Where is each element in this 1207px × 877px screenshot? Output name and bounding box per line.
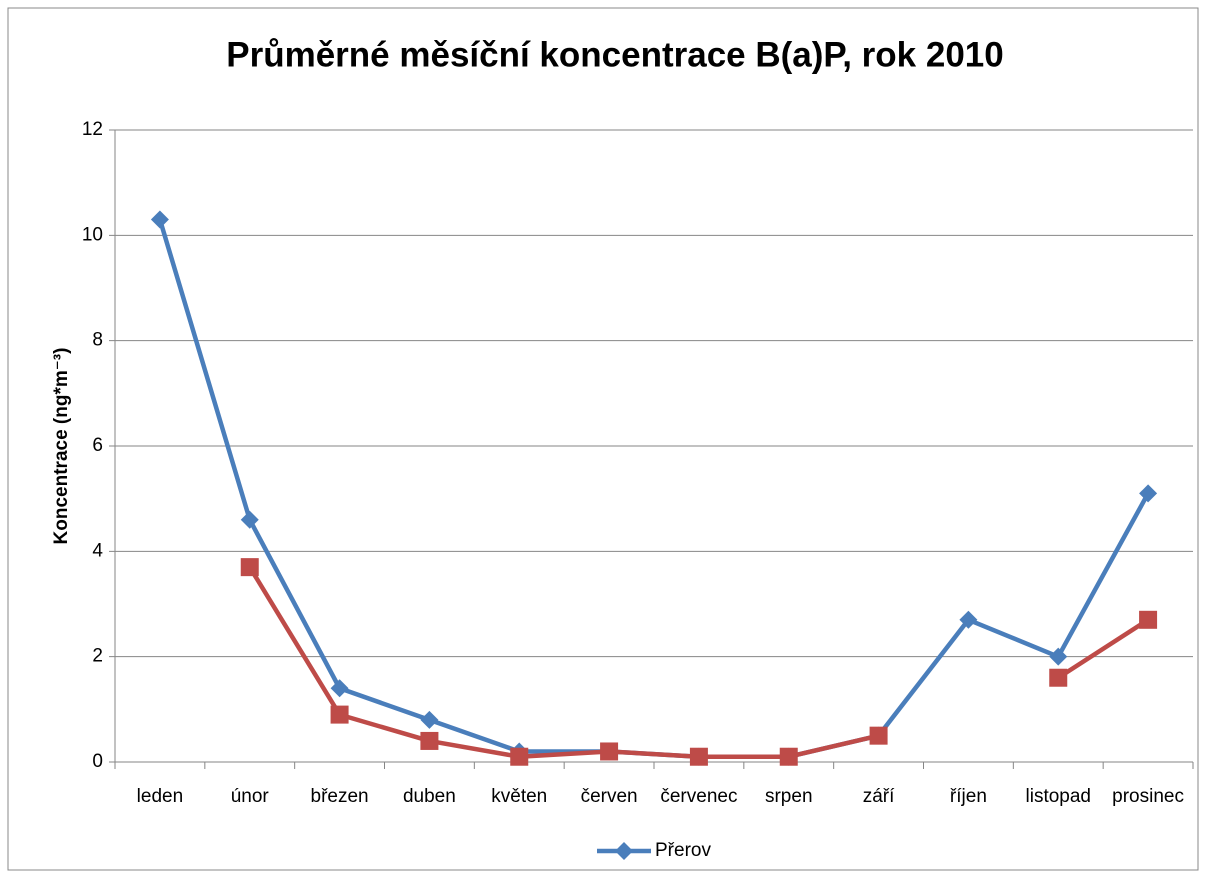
series-marker (1139, 484, 1158, 503)
y-tick-label: 0 (92, 751, 103, 772)
series-marker (779, 747, 798, 766)
series-line (247, 565, 1150, 759)
y-tick-label: 2 (92, 646, 103, 667)
series-marker (1139, 610, 1158, 629)
x-tick-label: září (863, 786, 895, 807)
series-marker (1049, 668, 1068, 687)
y-axis-label: Koncentrace (ng*m⁻³) (51, 348, 72, 545)
series-marker (330, 679, 349, 698)
y-tick-label: 12 (82, 119, 103, 140)
y-tick-label: 4 (92, 540, 103, 561)
series-marker (600, 742, 619, 761)
series-marker (869, 726, 888, 745)
x-tick-label: duben (403, 786, 456, 807)
series-marker (420, 731, 439, 750)
x-tick-label: leden (137, 786, 184, 807)
series-marker (420, 710, 439, 729)
series-marker (330, 705, 349, 724)
y-tick-label: 8 (92, 330, 103, 351)
x-tick-label: červen (581, 786, 638, 807)
x-tick-label: květen (491, 786, 547, 807)
y-tick-label: 6 (92, 435, 103, 456)
chart-title: Průměrné měsíční koncentrace B(a)P, rok … (226, 35, 1004, 74)
legend-label: Přerov (655, 840, 711, 861)
series-marker (1049, 647, 1068, 666)
x-tick-label: březen (311, 786, 369, 807)
series-marker (689, 747, 708, 766)
x-tick-label: srpen (765, 786, 813, 807)
series-marker (240, 558, 259, 577)
x-tick-label: únor (231, 786, 270, 807)
chart-frame (7, 7, 1199, 871)
series-marker (150, 210, 169, 229)
x-tick-label: listopad (1026, 786, 1092, 807)
x-tick-label: říjen (950, 786, 987, 807)
y-tick-label: 10 (82, 224, 103, 245)
x-tick-label: červenec (660, 786, 737, 807)
x-tick-label: prosinec (1112, 786, 1184, 807)
legend-marker (615, 842, 633, 860)
series-marker (240, 510, 259, 529)
series-marker (959, 610, 978, 629)
series-marker (510, 747, 529, 766)
